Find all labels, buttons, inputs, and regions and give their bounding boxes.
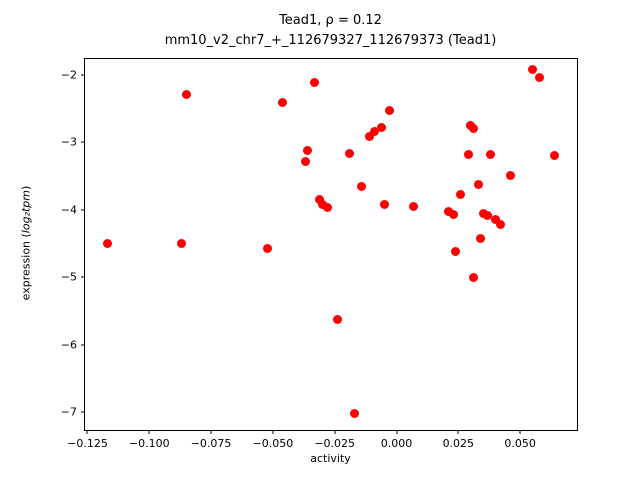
scatter-point	[322, 203, 332, 213]
scatter-point	[468, 124, 478, 134]
scatter-point	[478, 208, 488, 218]
scatter-point	[535, 73, 545, 83]
scatter-point	[369, 127, 379, 137]
scatter-point	[451, 247, 461, 257]
scatter-point	[317, 200, 327, 210]
x-tick-mark	[272, 430, 274, 434]
scatter-point	[443, 206, 453, 216]
x-tick-mark	[519, 430, 521, 434]
scatter-point	[448, 209, 458, 219]
x-tick-label: −0.025	[314, 437, 356, 450]
scatter-point	[495, 220, 505, 230]
scatter-point	[476, 233, 486, 243]
y-axis-label-math: log₂tpm	[19, 189, 33, 234]
y-tick-mark	[81, 344, 85, 346]
y-tick-label: −5	[60, 270, 77, 284]
scatter-point	[473, 180, 483, 190]
scatter-point	[263, 243, 273, 253]
scatter-point	[527, 65, 537, 75]
y-tick-mark	[81, 411, 85, 413]
y-axis-label-suffix: )	[19, 185, 33, 190]
scatter-point	[181, 90, 191, 100]
y-tick-mark	[81, 209, 85, 211]
scatter-point	[377, 122, 387, 132]
scatter-point	[310, 78, 320, 88]
x-tick-mark	[457, 430, 459, 434]
y-axis-label: expression (log₂tpm)	[20, 186, 33, 301]
scatter-point	[550, 151, 560, 161]
scatter-point	[456, 190, 466, 200]
x-tick-mark	[86, 430, 88, 434]
scatter-point	[364, 132, 374, 142]
y-tick-label: −3	[60, 135, 77, 149]
x-tick-label: 0.050	[504, 437, 536, 450]
x-axis-label: activity	[310, 452, 351, 465]
scatter-point	[349, 409, 359, 419]
scatter-point	[357, 182, 367, 192]
scatter-point	[332, 315, 342, 325]
chart-title-line2: mm10_v2_chr7_+_112679327_112679373 (Tead…	[164, 33, 497, 48]
scatter-point	[384, 105, 394, 115]
y-axis-label-prefix: expression (	[19, 233, 33, 301]
scatter-point	[102, 238, 112, 248]
scatter-point	[505, 171, 515, 181]
scatter-point	[300, 156, 310, 166]
x-tick-mark	[396, 430, 398, 434]
scatter-point	[345, 149, 355, 159]
x-tick-mark	[148, 430, 150, 434]
x-tick-mark	[334, 430, 336, 434]
x-tick-label: 0.000	[380, 437, 413, 450]
scatter-point	[490, 215, 500, 225]
y-tick-label: −4	[60, 203, 77, 217]
scatter-point	[278, 98, 288, 108]
x-tick-mark	[210, 430, 212, 434]
x-tick-label: −0.050	[252, 437, 294, 450]
y-tick-mark	[81, 276, 85, 278]
scatter-point	[468, 272, 478, 282]
scatter-point	[463, 149, 473, 159]
scatter-point	[409, 201, 419, 211]
scatter-point	[303, 146, 312, 156]
scatter-point	[315, 195, 325, 205]
y-tick-mark	[81, 141, 85, 143]
scatter-point	[483, 210, 493, 220]
x-tick-label: −0.125	[67, 437, 108, 450]
scatter-point	[176, 238, 186, 248]
y-tick-label: −2	[60, 68, 77, 82]
x-tick-label: 0.025	[442, 437, 475, 450]
y-tick-mark	[81, 74, 85, 76]
scatter-point	[379, 199, 389, 209]
x-tick-label: −0.075	[190, 437, 232, 450]
x-tick-label: −0.100	[128, 437, 170, 450]
chart-title-line1: Tead1, ρ = 0.12	[279, 13, 382, 28]
plot-area: −0.125 −0.100 −0.075 −0.050 −0.025 0.000 0.025…	[61, 58, 578, 450]
y-tick-label: −6	[60, 338, 77, 352]
y-tick-label: −7	[60, 405, 77, 419]
scatter-point	[485, 149, 495, 159]
